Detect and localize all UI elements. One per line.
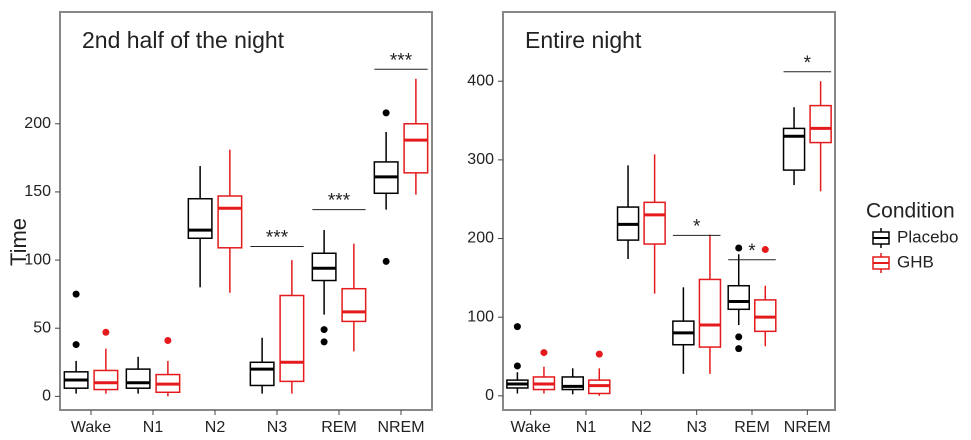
significance-label: *** bbox=[328, 191, 351, 212]
outlier bbox=[164, 336, 172, 344]
box bbox=[217, 195, 243, 249]
legend-label: Placebo bbox=[897, 227, 958, 246]
x-tick-label: N3 bbox=[686, 419, 707, 436]
box bbox=[727, 284, 750, 311]
box bbox=[782, 127, 806, 171]
x-tick-label: REM bbox=[734, 419, 770, 436]
outlier bbox=[735, 244, 743, 252]
significance-label: *** bbox=[266, 227, 289, 248]
x-tick-label: Wake bbox=[511, 419, 551, 436]
box bbox=[125, 368, 151, 389]
box bbox=[403, 123, 429, 174]
outlier bbox=[735, 345, 743, 353]
y-tick-label: 100 bbox=[24, 251, 51, 268]
x-tick-label: N2 bbox=[631, 419, 652, 436]
y-axis-label: Time bbox=[6, 218, 31, 266]
outlier bbox=[320, 326, 328, 334]
panel-frame bbox=[59, 11, 433, 411]
box bbox=[93, 369, 119, 391]
x-tick-label: REM bbox=[321, 419, 357, 436]
x-tick-label: N1 bbox=[576, 419, 597, 436]
panel-title: Entire night bbox=[525, 27, 642, 53]
outlier bbox=[382, 109, 390, 117]
box bbox=[279, 294, 305, 383]
y-tick-label: 300 bbox=[467, 151, 494, 168]
outlier bbox=[540, 349, 548, 357]
x-tick-label: Wake bbox=[71, 419, 111, 436]
box bbox=[754, 299, 777, 333]
x-tick-label: N3 bbox=[267, 419, 288, 436]
outlier bbox=[595, 350, 603, 358]
x-tick-label: NREM bbox=[377, 419, 424, 436]
significance-label: * bbox=[804, 53, 812, 74]
significance-label: *** bbox=[390, 50, 413, 71]
outlier bbox=[382, 257, 390, 265]
legend-title: Condition bbox=[866, 200, 955, 223]
outlier bbox=[102, 328, 110, 336]
x-tick-label: N1 bbox=[143, 419, 164, 436]
box bbox=[341, 287, 367, 323]
outlier bbox=[320, 338, 328, 346]
panel-title: 2nd half of the night bbox=[82, 27, 285, 53]
outlier bbox=[761, 246, 769, 254]
x-tick-label: NREM bbox=[784, 419, 831, 436]
outlier bbox=[513, 323, 521, 331]
outlier bbox=[513, 362, 521, 370]
box bbox=[698, 278, 722, 348]
box bbox=[249, 361, 275, 387]
box bbox=[643, 201, 666, 245]
significance-label: * bbox=[693, 216, 701, 237]
outlier bbox=[735, 333, 743, 341]
y-tick-label: 200 bbox=[24, 115, 51, 132]
box bbox=[187, 197, 213, 240]
significance-label: * bbox=[748, 241, 756, 262]
box bbox=[809, 104, 832, 144]
y-tick-label: 0 bbox=[485, 387, 494, 404]
x-tick-label: N2 bbox=[205, 419, 226, 436]
y-tick-label: 100 bbox=[467, 308, 494, 325]
outlier bbox=[72, 290, 80, 298]
y-tick-label: 150 bbox=[24, 183, 51, 200]
y-tick-label: 400 bbox=[467, 72, 494, 89]
y-tick-label: 0 bbox=[42, 388, 51, 405]
y-tick-label: 200 bbox=[467, 230, 494, 247]
panel-frame bbox=[502, 11, 836, 411]
legend-label: GHB bbox=[897, 252, 934, 271]
outlier bbox=[72, 341, 80, 349]
y-tick-label: 50 bbox=[33, 319, 51, 336]
